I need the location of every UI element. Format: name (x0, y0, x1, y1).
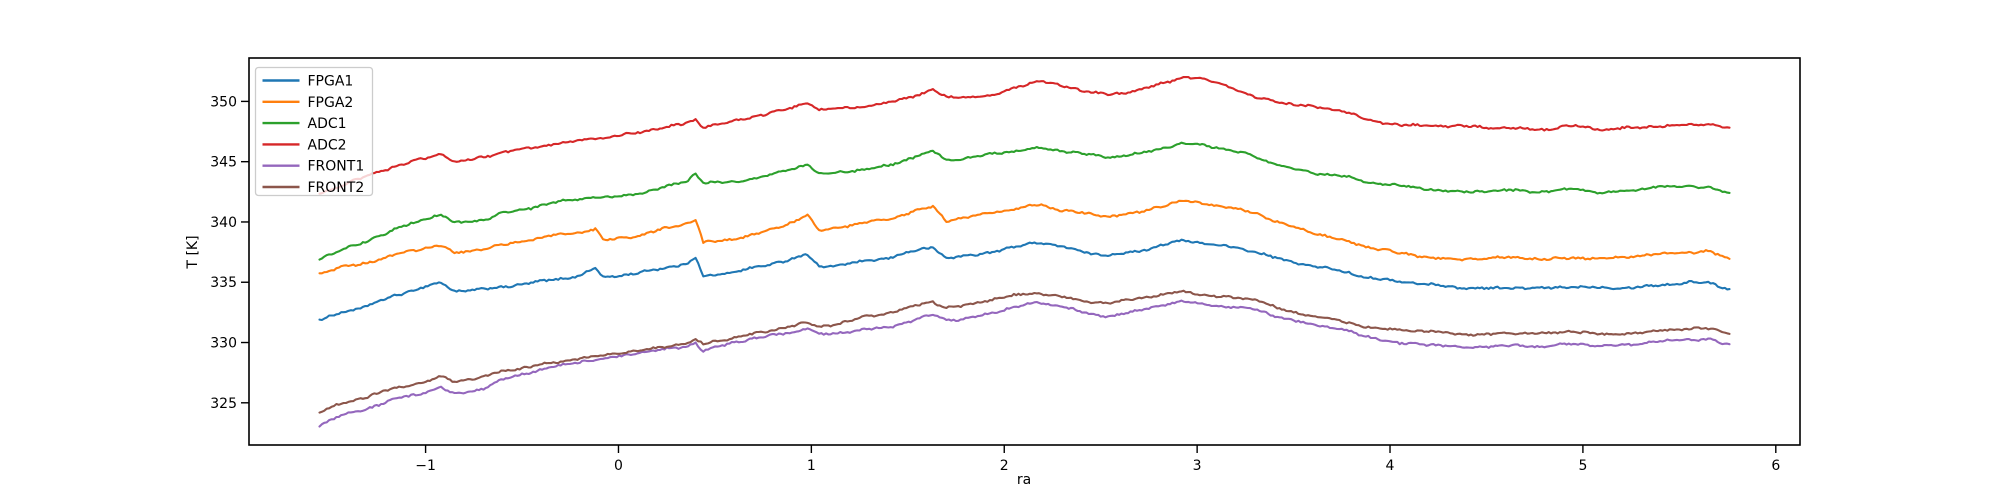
series-line-FRONT1 (318, 299, 1731, 428)
series-line-ADC2 (318, 75, 1731, 195)
x-tick-label: 5 (1578, 458, 1587, 474)
legend-item-FPGA2: FPGA2 (262, 95, 354, 111)
series-line-FPGA1 (318, 238, 1731, 322)
legend-item-FPGA1: FPGA1 (262, 74, 354, 90)
legend-item-ADC2: ADC2 (262, 137, 347, 153)
legend-item-FRONT2: FRONT2 (262, 180, 365, 196)
y-tick-label: 345 (210, 155, 237, 171)
x-axis-label: ra (1017, 472, 1031, 488)
x-tick-label: 3 (1193, 458, 1202, 474)
x-tick-label: 1 (807, 458, 816, 474)
legend-label-FRONT1: FRONT1 (308, 159, 365, 175)
series-line-FPGA2 (318, 199, 1731, 275)
x-tick-label: 4 (1386, 458, 1395, 474)
legend-label-FPGA1: FPGA1 (308, 74, 354, 90)
legend-item-FRONT1: FRONT1 (262, 159, 365, 175)
legend-frame (254, 66, 374, 197)
y-axis-label: T [K] (185, 235, 201, 269)
legend-label-FRONT2: FRONT2 (308, 180, 365, 196)
y-tick-label: 350 (210, 94, 237, 110)
series-layer (318, 75, 1731, 428)
series-line-ADC1 (318, 141, 1731, 261)
y-tick-label: 335 (210, 275, 237, 291)
legend-label-FPGA2: FPGA2 (308, 95, 354, 111)
x-tick-label: −1 (415, 458, 436, 474)
legend-label-ADC2: ADC2 (308, 137, 347, 153)
legend-label-ADC1: ADC1 (308, 116, 347, 132)
x-tick-label: 2 (1000, 458, 1009, 474)
series-line-FRONT2 (318, 289, 1731, 414)
y-tick-label: 340 (210, 215, 237, 231)
axes-frame (248, 57, 1801, 446)
legend: FPGA1 FPGA2 ADC1 ADC2 FRONT1 FRONT2 (254, 66, 374, 197)
x-tick-label: 6 (1771, 458, 1780, 474)
y-tick-label: 325 (210, 396, 237, 412)
x-tick-label: 0 (614, 458, 623, 474)
legend-item-ADC1: ADC1 (262, 116, 347, 132)
y-tick-label: 330 (210, 336, 237, 352)
